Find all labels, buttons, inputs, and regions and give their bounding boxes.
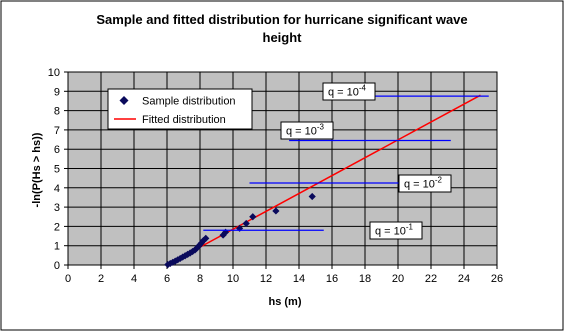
quantile-label-box (398, 174, 452, 193)
y-tick-label: 9 (54, 86, 60, 98)
x-tick-label: 18 (359, 273, 371, 285)
x-tick-label: 22 (425, 273, 437, 285)
x-tick-label: 10 (227, 273, 239, 285)
quantile-label: q = 10-1 (375, 223, 414, 238)
legend-marker-diamond-icon (119, 96, 129, 105)
x-tick-label: 4 (131, 273, 137, 285)
sample-point (242, 219, 250, 228)
y-tick-label: 1 (54, 241, 60, 253)
y-tick-label: 10 (48, 67, 60, 79)
sample-point (249, 213, 257, 221)
fitted-distribution-line (166, 94, 481, 266)
y-tick-label: 7 (54, 125, 60, 137)
x-tick-label: 12 (260, 273, 272, 285)
sample-point (272, 207, 280, 215)
quantile-label: q = 10-4 (328, 84, 367, 99)
y-tick-label: 4 (54, 183, 60, 195)
sample-point (308, 192, 316, 201)
x-tick-label: 26 (491, 273, 503, 285)
y-tick-label: 3 (54, 202, 60, 214)
legend: Sample distribution Fitted distribution (107, 88, 253, 130)
quantile-label-box (280, 121, 334, 140)
x-tick-label: 2 (98, 273, 104, 285)
y-tick-label: 2 (54, 221, 60, 233)
quantile-label: q = 10-3 (286, 123, 325, 138)
series-layer (164, 94, 481, 269)
x-tick-label: 14 (293, 273, 305, 285)
sample-point (202, 234, 210, 242)
legend-box (107, 88, 253, 130)
legend-label-sample: Sample distribution (142, 96, 236, 108)
x-tick-label: 6 (164, 273, 170, 285)
sample-point (164, 261, 172, 269)
annotation-layer: q = 10-1 q = 10-2 q = 10-3 q = 10-4 (203, 82, 489, 240)
chart-title-line1: Sample and fitted distribution for hurri… (96, 12, 467, 27)
sample-point (184, 250, 192, 258)
y-tick-label: 8 (54, 106, 60, 118)
y-axis-label: -ln(P(Hs > hs)) (31, 132, 43, 207)
quantile-label: q = 10-2 (404, 176, 443, 191)
y-tick-label: 6 (54, 144, 60, 156)
x-tick-label: 24 (458, 273, 470, 285)
chart-title-line2: height (263, 30, 303, 45)
x-axis-label: hs (m) (269, 296, 302, 308)
x-tick-label: 0 (65, 273, 71, 285)
y-tick-label: 0 (54, 260, 60, 272)
quantile-label-box (369, 221, 423, 240)
x-tick-label: 8 (197, 273, 203, 285)
y-tick-label: 5 (54, 164, 60, 176)
legend-label-fitted: Fitted distribution (142, 114, 226, 126)
plot-frame (67, 71, 498, 266)
sample-point (171, 257, 179, 265)
quantile-label-box (322, 82, 376, 101)
sample-point (169, 258, 177, 266)
x-tick-label: 20 (392, 273, 404, 285)
x-tick-label: 16 (326, 273, 338, 285)
